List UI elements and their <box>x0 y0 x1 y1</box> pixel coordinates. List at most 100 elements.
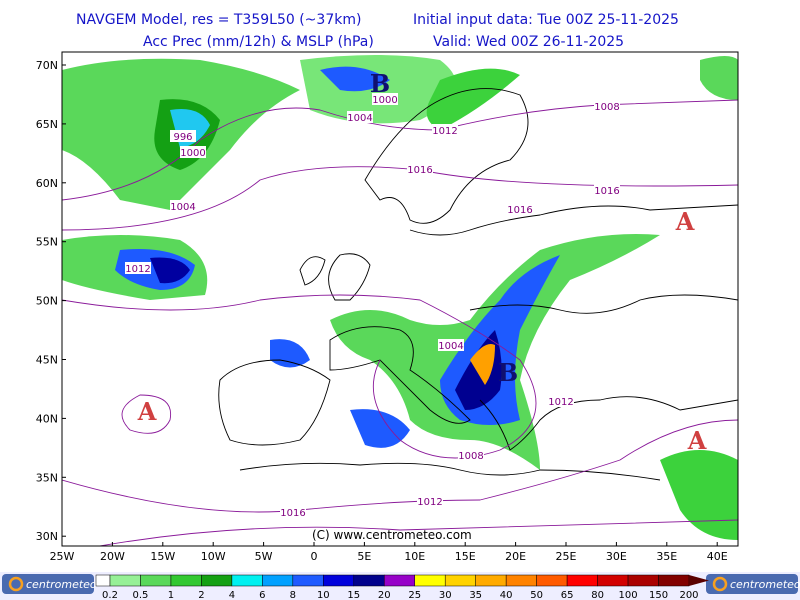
isobar-label: 1016 <box>407 165 432 176</box>
colorbar-cell <box>475 574 507 587</box>
lat-label: 30N <box>36 530 58 543</box>
isobar-label-bg <box>594 100 620 112</box>
isobar-label-bg <box>180 146 206 158</box>
isobar-label-bg <box>417 495 443 507</box>
lat-label: 35N <box>36 471 58 484</box>
lat-label: 40N <box>36 412 58 425</box>
lon-label: 5W <box>255 550 273 563</box>
colorbar-cell <box>231 574 263 587</box>
precip-area <box>320 66 390 92</box>
lon-label: 35E <box>656 550 677 563</box>
colorbar-cell <box>627 574 659 587</box>
isobar-label-bg <box>507 203 533 215</box>
lat-label: 60N <box>36 177 58 190</box>
colorbar-label: 65 <box>561 590 574 600</box>
colorbar-label: 0.2 <box>102 590 118 600</box>
isobar-label: 1004 <box>170 202 195 213</box>
lon-label: 0 <box>311 550 318 563</box>
logo-left <box>2 574 94 594</box>
colorbar-cell <box>170 574 202 587</box>
isobar-labels: 1000100499610001004101210121008101610161… <box>125 93 620 519</box>
precip-area <box>350 409 410 448</box>
precip-area <box>150 257 190 284</box>
lon-label: 40E <box>707 550 728 563</box>
colorbar-label: 25 <box>408 590 421 600</box>
lon-label: 15E <box>455 550 476 563</box>
high-center: A <box>687 426 707 455</box>
isobar-label-bg <box>347 111 373 123</box>
isobar-label-bg <box>372 93 398 105</box>
logo-icon <box>712 576 728 592</box>
colorbar-cell <box>201 574 233 587</box>
colorbar-cell <box>292 574 324 587</box>
colorbar-cell <box>262 574 294 587</box>
colorbar-label: 40 <box>500 590 513 600</box>
lon-label: 15W <box>150 550 175 563</box>
isobar-label-bg <box>170 200 196 212</box>
lat-label: 45N <box>36 354 58 367</box>
precip-area <box>660 450 738 540</box>
colorbar-cell <box>505 574 537 587</box>
colorbar-label: 20 <box>378 590 391 600</box>
logo-icon <box>8 576 24 592</box>
lon-label: 20E <box>505 550 526 563</box>
logo-text-left: centrometeo <box>26 578 97 591</box>
isobar-label-bg <box>594 184 620 196</box>
colorbar-label: 0.5 <box>133 590 149 600</box>
isobar-label-bg <box>438 339 464 351</box>
isobar-label-bg <box>280 506 306 518</box>
isobar-label: 1000 <box>372 95 397 106</box>
colorbar-arrow <box>689 575 709 586</box>
isobar-label: 1004 <box>347 113 372 124</box>
isobar-label: 1012 <box>432 126 457 137</box>
lon-label: 10E <box>404 550 425 563</box>
colorbar-label: 4 <box>229 590 235 600</box>
colorbar-label: 200 <box>679 590 698 600</box>
coastlines <box>218 88 738 481</box>
lon-label: 30E <box>606 550 627 563</box>
isobar-label: 1008 <box>458 451 483 462</box>
colorbar-cell <box>140 574 172 587</box>
lon-label: 25E <box>556 550 577 563</box>
pressure-centers: B B A A A <box>137 69 707 455</box>
valid-time: Valid: Wed 00Z 26-11-2025 <box>433 34 624 50</box>
isobar-label: 996 <box>173 132 192 143</box>
init-time: Initial input data: Tue 00Z 25-11-2025 <box>413 12 679 28</box>
colorbar-label: 10 <box>317 590 330 600</box>
isobar-label: 1012 <box>417 497 442 508</box>
colorbar: 0.2 0.5 1 2 4 6 8 10 15 20 25 30 35 40 50 65 80 100 150 200 <box>95 574 709 600</box>
low-center: B <box>370 69 390 98</box>
isobar-label: 1004 <box>438 341 463 352</box>
isobar-label: 1016 <box>280 508 305 519</box>
lon-label: 25W <box>50 550 75 563</box>
isobar-label-bg <box>407 163 433 175</box>
colorbar-label: 80 <box>591 590 604 600</box>
logo-text-right: centrometeo <box>730 578 800 591</box>
isobar-label-bg <box>125 262 151 274</box>
axis-labels: 70N 65N 60N 55N 50N 45N 40N 35N 30N 25W 20W 15W 10W 5… <box>36 59 728 563</box>
precip-area <box>470 344 495 385</box>
lat-label: 55N <box>36 236 58 249</box>
colorbar-cell <box>536 574 568 587</box>
colorbar-cell <box>566 574 598 587</box>
copyright: (C) www.centrometeo.com <box>312 528 472 542</box>
isobar-label-bg <box>432 124 458 136</box>
isobar-label-bg <box>170 130 196 142</box>
colorbar-cell <box>323 574 355 587</box>
high-center: A <box>137 397 157 426</box>
lat-label: 50N <box>36 295 58 308</box>
lon-label: 20W <box>100 550 125 563</box>
colorbar-label: 35 <box>469 590 482 600</box>
isobars <box>62 99 738 546</box>
colorbar-label: 6 <box>259 590 265 600</box>
isobar-label: 1012 <box>125 264 150 275</box>
logo-right <box>706 574 798 594</box>
field-title: Acc Prec (mm/12h) & MSLP (hPa) <box>143 34 374 50</box>
colorbar-label: 15 <box>347 590 360 600</box>
colorbar-lead <box>95 574 111 587</box>
colorbar-cell <box>414 574 446 587</box>
lat-label: 65N <box>36 118 58 131</box>
precip-area <box>700 56 738 100</box>
precip-area <box>426 68 520 130</box>
